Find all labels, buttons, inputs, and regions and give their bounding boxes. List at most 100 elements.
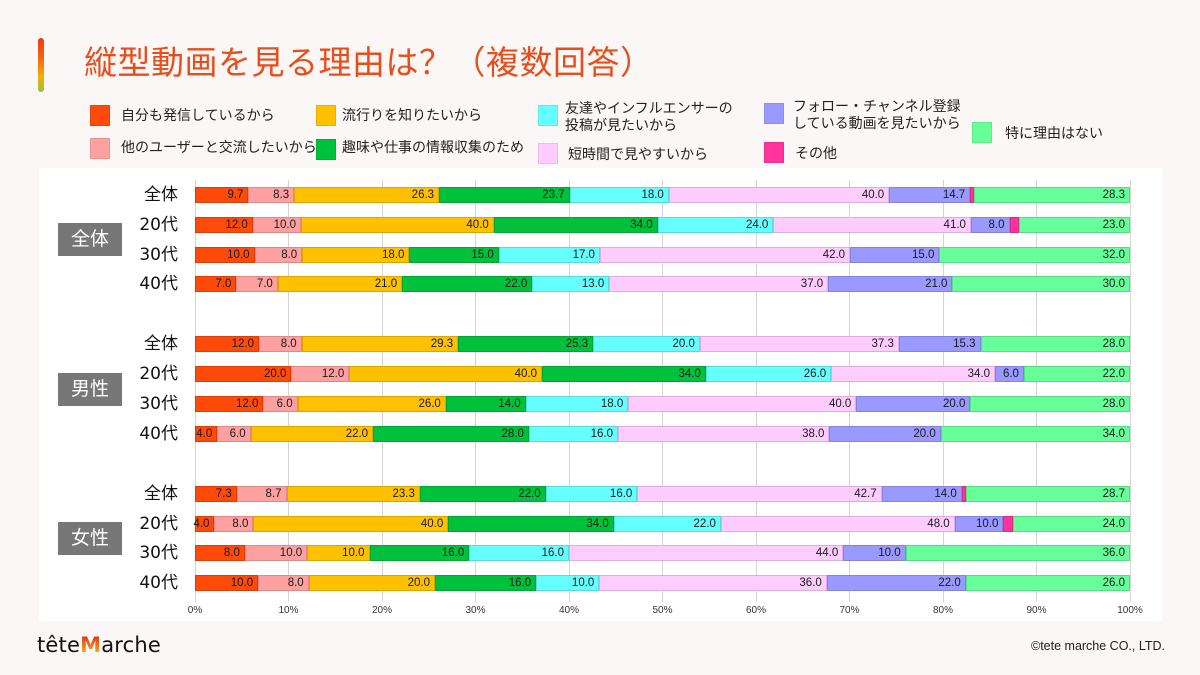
bar-segment: 6.0	[217, 425, 251, 442]
data-label: 28.3	[1102, 189, 1125, 201]
data-label: 21.0	[374, 278, 398, 291]
gridline	[475, 180, 476, 602]
data-label: 15.0	[471, 248, 494, 261]
bar-segment: 8.0	[259, 336, 302, 353]
legend-swatch	[972, 122, 992, 143]
bar-segment: 22.0	[826, 575, 966, 592]
data-label: 16.0	[590, 427, 613, 440]
row-label: 30代	[139, 244, 178, 265]
data-label: 23.7	[542, 189, 565, 201]
bar-segment: 34.0	[831, 366, 996, 383]
bar-segment: 26.0	[965, 575, 1130, 592]
bar-segment: 22.0	[1023, 366, 1130, 383]
data-label: 26.0	[1102, 577, 1125, 590]
data-label: 7.0	[256, 278, 273, 291]
x-tick-label: 0%	[187, 605, 203, 616]
bar-segment: 13.0	[532, 276, 610, 293]
row-label: 30代	[139, 394, 178, 414]
data-label: 48.0	[927, 517, 950, 530]
legend-swatch	[764, 142, 784, 163]
bar-segment	[970, 187, 975, 203]
data-label: 40.0	[466, 218, 489, 231]
data-label: 16.0	[541, 547, 564, 560]
group-label: 全体	[58, 223, 122, 257]
bar-segment: 18.0	[302, 246, 410, 263]
bar-segment: 12.0	[291, 366, 350, 383]
bar-segment: 40.0	[301, 216, 494, 233]
bar-segment: 29.3	[301, 336, 459, 353]
bar-segment: 15.0	[850, 246, 940, 263]
data-label: 12.0	[236, 398, 259, 410]
x-tick-label: 50%	[652, 605, 673, 616]
bar-segment: 16.0	[435, 575, 537, 592]
row-label: 全体	[144, 185, 178, 205]
bar-segment: 41.0	[773, 216, 971, 233]
group-label: 男性	[58, 372, 122, 406]
bar-segment: 23.3	[286, 485, 420, 502]
data-label: 28.7	[1102, 487, 1125, 500]
data-label: 8.0	[280, 338, 297, 351]
data-label: 20.0	[942, 398, 966, 410]
group-label: 女性	[58, 521, 122, 555]
data-label: 30.0	[1102, 278, 1125, 291]
x-tick-label: 40%	[558, 605, 579, 616]
data-label: 20.0	[913, 427, 936, 440]
logo-crown-m: M	[80, 633, 102, 657]
bar-segment: 10.0	[195, 575, 259, 592]
legend-swatch	[538, 105, 558, 126]
gridline	[1036, 180, 1037, 602]
bar-segment: 16.0	[369, 545, 470, 562]
bar-segment: 42.0	[599, 246, 851, 263]
bar-segment: 30.0	[952, 276, 1130, 293]
legend-label: 特に理由はない	[1005, 126, 1103, 142]
data-label: 22.0	[693, 517, 716, 530]
data-label: 14.7	[942, 189, 966, 201]
bar-segment: 10.0	[954, 515, 1004, 532]
legend-label: 友達やインフルエンサーの 投稿が見たいから	[565, 101, 733, 134]
x-tick-label: 90%	[1026, 605, 1047, 616]
data-label: 40.0	[861, 189, 885, 201]
bar-segment: 26.0	[297, 396, 446, 412]
row-label: 20代	[139, 214, 178, 235]
bar-segment: 40.0	[349, 366, 542, 383]
data-label: 22.0	[1102, 368, 1125, 381]
copyright-text: ©tete marche CO., LTD.	[1031, 639, 1166, 653]
data-label: 8.0	[223, 547, 240, 560]
data-label: 20.0	[672, 338, 695, 351]
bar-segment: 20.0	[308, 575, 436, 592]
bar-segment: 10.0	[252, 216, 302, 233]
data-label: 41.0	[943, 218, 966, 231]
data-label: 10.0	[230, 577, 254, 590]
legend-label: 他のユーザーと交流したいから	[121, 140, 317, 156]
bar-segment: 34.0	[940, 425, 1130, 442]
data-label: 6.0	[276, 398, 293, 410]
bar-segment: 32.0	[939, 246, 1130, 263]
data-label: 24.0	[1102, 517, 1125, 530]
data-label: 29.3	[430, 338, 454, 351]
gridline	[755, 180, 757, 602]
data-label: 23.3	[392, 487, 415, 500]
bar-segment: 16.0	[545, 485, 638, 502]
data-label: 8.3	[273, 189, 290, 201]
row-label: 30代	[139, 543, 178, 564]
bar-segment: 8.7	[236, 485, 287, 502]
bar-segment: 28.3	[974, 187, 1130, 203]
bar-segment: 28.0	[980, 336, 1130, 353]
bar-segment: 22.0	[419, 485, 546, 502]
bar-segment: 20.0	[856, 396, 971, 412]
data-label: 42.7	[854, 487, 877, 500]
bar-segment	[961, 485, 966, 502]
gridline	[381, 180, 383, 602]
data-label: 12.0	[321, 368, 345, 381]
data-label: 4.0	[193, 517, 210, 530]
bar-segment: 10.0	[244, 545, 308, 562]
data-label: 38.0	[802, 427, 825, 440]
company-logo: têteMarche	[37, 631, 161, 659]
logo-text-part1: tête	[37, 633, 81, 657]
bar-segment: 48.0	[720, 515, 955, 532]
bar-segment: 42.7	[637, 485, 882, 502]
bar-segment: 8.0	[214, 515, 254, 532]
bar-segment: 20.0	[829, 425, 941, 442]
bar-segment: 28.0	[970, 396, 1130, 412]
bar-segment: 15.3	[898, 336, 981, 353]
